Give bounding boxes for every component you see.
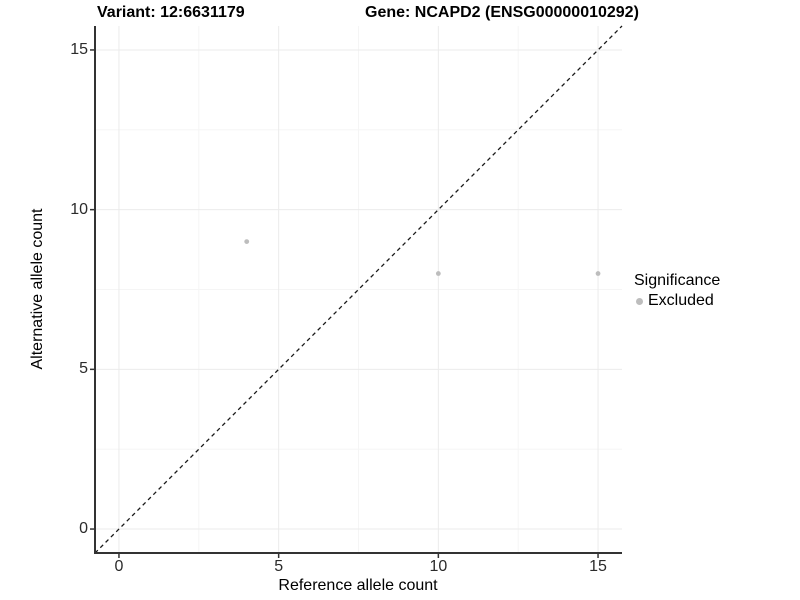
- major-gridlines: [95, 26, 622, 553]
- gene-title: Gene: NCAPD2 (ENSG00000010292): [365, 4, 639, 21]
- x-tick-label: 0: [114, 558, 124, 575]
- x-tick-label: 5: [274, 558, 284, 575]
- x-axis-title: Reference allele count: [278, 577, 438, 594]
- legend-entry-label: Excluded: [648, 292, 714, 309]
- y-tick-label: 5: [79, 360, 88, 378]
- x-tick-label: 10: [429, 558, 448, 575]
- y-tick-label: 15: [70, 40, 88, 58]
- minor-gridlines: [95, 26, 622, 553]
- data-point: [435, 271, 441, 276]
- data-point: [244, 239, 250, 244]
- legend-title: Significance: [634, 272, 721, 289]
- axis-tick-marks: [90, 49, 599, 558]
- data-point: [595, 271, 601, 276]
- legend-entry-excluded: Excluded: [634, 291, 720, 311]
- x-tick-label: 15: [589, 558, 607, 575]
- data-points: [244, 239, 601, 276]
- y-tick-label: 10: [70, 200, 88, 218]
- axis-lines: [94, 26, 622, 554]
- legend: Significance Excluded: [634, 270, 720, 311]
- y-tick-label: 0: [79, 520, 88, 538]
- y-axis-title: Alternative allele count: [29, 208, 46, 370]
- variant-title: Variant: 12:6631179: [97, 4, 245, 21]
- legend-point-icon: [636, 297, 643, 305]
